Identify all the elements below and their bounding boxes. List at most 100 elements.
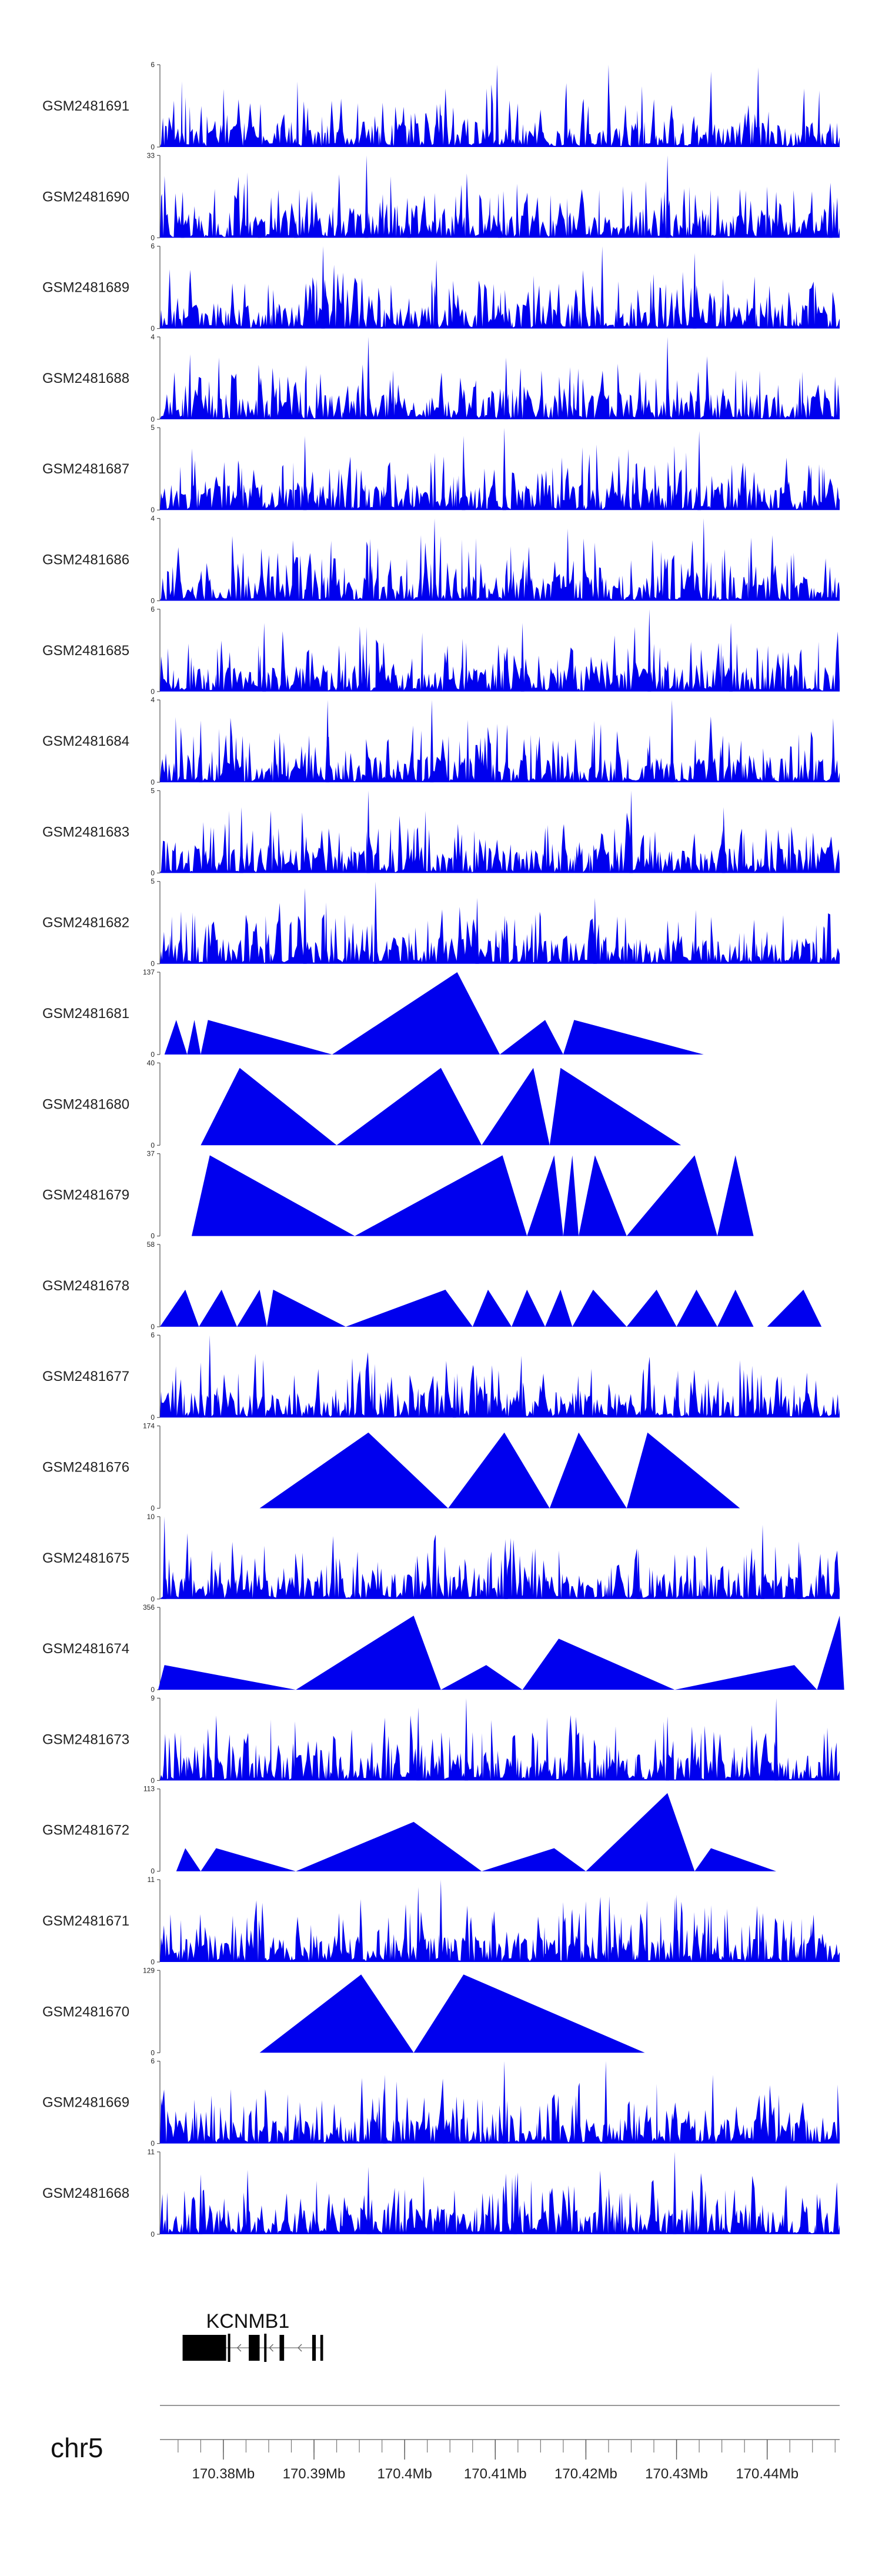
genome-axis-track: chr5 170.38Mb 170.39Mb 170.4Mb 170.41Mb 170.… [51,2405,840,2482]
track-GSM2481689: GSM2481689 6 0 [42,242,840,333]
coverage-peak-1 [162,1516,166,1599]
coverage-block-1 [259,1974,414,2053]
y-max-label: 6 [151,1331,155,1339]
y-zero-label: 0 [151,2230,155,2238]
y-max-label: 37 [147,1150,155,1158]
track-GSM2481679: GSM2481679 37 0 [42,1150,754,1240]
coverage-peak-3 [636,1549,640,1599]
chromosome-label: chr5 [51,2432,103,2463]
y-zero-label: 0 [151,1595,155,1603]
coverage-peak-4 [673,2151,677,2234]
track-GSM2481674: GSM2481674 356 0 [42,1603,844,1694]
coverage-block-5 [579,1155,627,1236]
y-max-label: 4 [151,696,155,704]
coverage-signal [160,265,840,329]
coverage-peak-3 [475,897,479,964]
coverage-signal [160,535,840,601]
coverage-block-4 [332,972,500,1055]
gene-exon-1 [182,2335,226,2361]
y-max-label: 5 [151,786,155,795]
coverage-peak-4 [760,1524,764,1599]
coverage-signal [160,1533,840,1599]
coverage-block-13 [767,1289,822,1327]
track-label: GSM2481689 [42,280,129,296]
coverage-peak-1 [239,807,243,873]
coverage-block-3 [237,1289,267,1327]
y-max-label: 6 [151,605,155,613]
coverage-block-6 [817,1616,844,1690]
coverage-peak-1 [303,887,307,964]
coverage-block-2 [355,1155,527,1236]
track-GSM2481688: GSM2481688 4 0 [42,333,840,423]
coverage-block-2 [296,1616,441,1690]
track-GSM2481690: GSM2481690 33 0 [42,151,840,242]
y-max-label: 356 [143,1603,155,1611]
track-label: GSM2481678 [42,1278,129,1294]
coverage-block-2 [413,1974,645,2053]
y-max-label: 58 [147,1240,155,1249]
track-label: GSM2481674 [42,1641,129,1657]
track-GSM2481683: GSM2481683 5 0 [42,786,840,877]
coverage-peak-3 [294,220,298,238]
gene-exon-edge-1 [228,2334,230,2362]
track-label: GSM2481684 [42,733,129,749]
coverage-tracks: GSM248169160GSM2481690330GSM248168960GSM… [42,61,844,2238]
coverage-peak-3 [647,609,652,692]
coverage-peak-2 [366,2167,370,2234]
strand-arrow-icon [298,2344,302,2352]
coverage-peak-3 [430,700,434,783]
coverage-peak-7 [666,155,670,238]
coverage-peak-6 [498,220,502,238]
coverage-peak-4 [711,2074,715,2144]
coverage-peak-2 [504,1549,508,1599]
coverage-peak-8 [828,222,833,238]
coverage-block-4 [563,1155,579,1236]
coverage-peak-1 [217,357,221,419]
coverage-peak-2 [208,1335,212,1418]
coverage-block-12 [717,1289,754,1327]
track-GSM2481668: GSM2481668 11 0 [42,2148,840,2238]
y-max-label: 11 [148,1876,155,1884]
axis-tick-label: 170.38Mb [192,2466,255,2482]
coverage-peak-2 [258,220,262,238]
coverage-signal [160,2170,840,2234]
coverage-signal [160,81,840,147]
y-zero-label: 0 [151,1867,155,1876]
coverage-peak-2 [435,259,439,329]
coverage-block-3 [549,1432,627,1509]
coverage-peak-2 [520,623,524,692]
axis-tick-label: 170.41Mb [464,2466,527,2482]
track-GSM2481676: GSM2481676 174 0 [42,1422,740,1513]
y-zero-label: 0 [151,1776,155,1784]
coverage-block-4 [626,1432,740,1509]
y-max-label: 10 [147,1513,155,1521]
y-zero-label: 0 [151,1050,155,1059]
coverage-peak-3 [629,790,633,873]
coverage-peak-4 [774,1698,779,1781]
track-GSM2481677: GSM2481677 6 0 [42,1331,840,1422]
coverage-signal [160,626,840,692]
y-max-label: 40 [147,1059,155,1067]
axis-tick-label: 170.43Mb [645,2466,708,2482]
coverage-peak-1 [416,1707,420,1781]
coverage-block-4 [482,1848,586,1871]
coverage-peak-1 [199,2174,203,2234]
track-GSM2481680: GSM2481680 40 0 [42,1059,681,1149]
y-max-label: 137 [143,968,155,976]
coverage-peak-2 [462,436,466,510]
coverage-block-3 [201,1020,332,1055]
coverage-signal [160,2078,840,2144]
coverage-block-4 [549,1067,681,1146]
coverage-signal [160,716,840,783]
track-label: GSM2481672 [42,1823,129,1838]
coverage-block-1 [164,1020,188,1055]
coverage-block-1 [160,1289,199,1327]
track-GSM2481670: GSM2481670 129 0 [42,1966,645,2057]
track-GSM2481682: GSM2481682 5 0 [42,877,840,968]
coverage-block-2 [448,1432,550,1509]
track-GSM2481669: GSM2481669 6 0 [42,2057,840,2148]
coverage-peak-1 [368,539,372,601]
track-GSM2481686: GSM2481686 4 0 [42,515,840,605]
y-max-label: 9 [151,1694,155,1702]
